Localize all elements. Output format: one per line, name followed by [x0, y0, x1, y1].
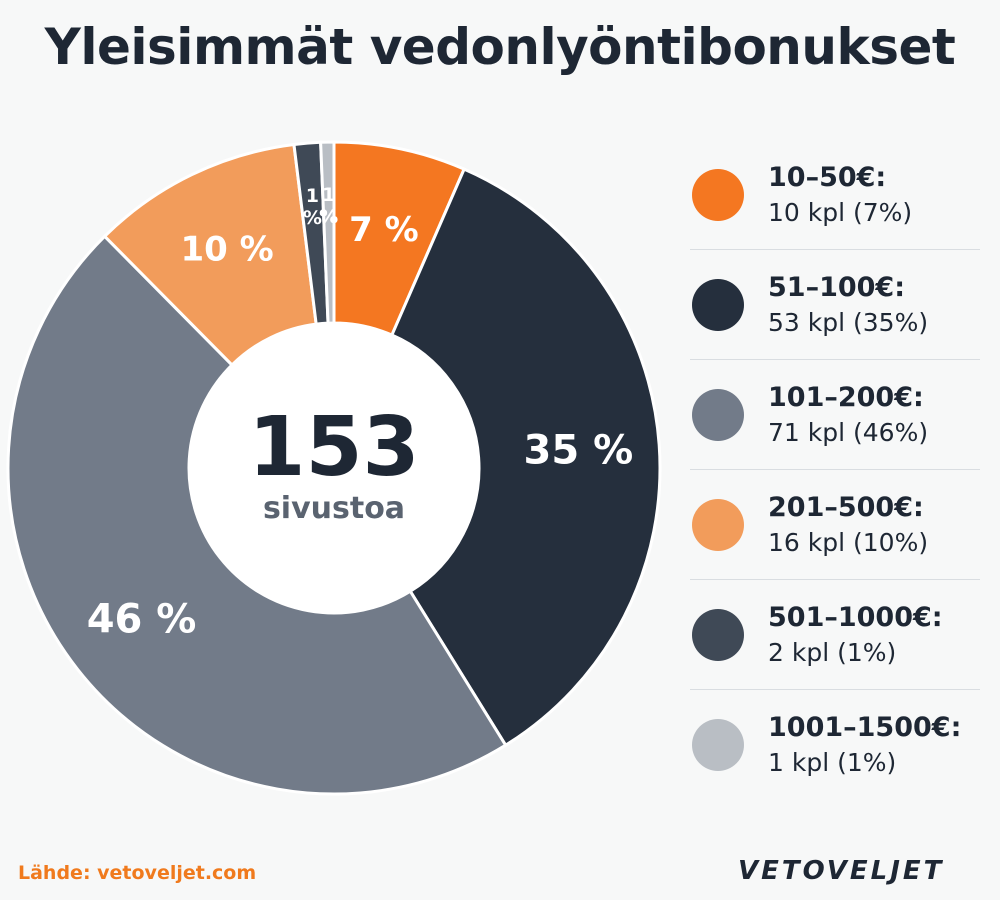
legend-range: 1001–1500€:: [768, 712, 962, 743]
legend-item: 10–50€: 10 kpl (7%): [690, 140, 980, 250]
legend-swatch: [692, 388, 744, 441]
center-label: sivustoa: [263, 491, 405, 526]
legend-range: 10–50€:: [768, 161, 887, 193]
legend-text: 201–500€: 16 kpl (10%): [768, 490, 928, 560]
legend-count: 10 kpl (7%): [768, 197, 913, 227]
source-note: Lähde: vetoveljet.com: [18, 862, 257, 884]
slices-layer: [6, 140, 662, 796]
legend-range: 51–100€:: [768, 271, 906, 303]
donut-hole: [189, 323, 479, 613]
center-total: 153: [248, 400, 419, 495]
slice-label: 1%: [319, 184, 338, 228]
legend-count: 71 kpl (46%): [768, 417, 929, 447]
legend-item: 101–200€: 71 kpl (46%): [690, 360, 980, 470]
slice-labels-layer: 7 % 35 % 46 % 10 % 1 %1%: [87, 184, 633, 643]
legend-text: 10–50€: 10 kpl (7%): [768, 160, 912, 230]
chart-title: Yleisimmät vedonlyöntibonukset: [44, 18, 956, 76]
legend-text: 51–100€: 53 kpl (35%): [768, 270, 928, 340]
legend-item: 1001–1500€: 1 kpl (1%): [690, 690, 980, 800]
legend-text: 501–1000€: 2 kpl (1%): [768, 600, 943, 670]
legend-swatch: [692, 498, 744, 551]
legend-item: 501–1000€: 2 kpl (1%): [690, 580, 980, 690]
legend-range: 501–1000€:: [768, 601, 943, 633]
legend-swatch: [692, 278, 744, 331]
legend: 10–50€: 10 kpl (7%) 51–100€: 53 kpl (35%…: [690, 140, 980, 800]
slice-label: 46 %: [87, 597, 197, 643]
legend-swatch: [692, 608, 744, 661]
legend-count: 2 kpl (1%): [768, 637, 897, 667]
legend-count: 1 kpl (1%): [768, 748, 897, 777]
slice-label: 10 %: [180, 230, 273, 270]
legend-text: 101–200€: 71 kpl (46%): [768, 380, 928, 450]
legend-swatch: [692, 168, 744, 221]
legend-item: 201–500€: 16 kpl (10%): [690, 470, 980, 580]
legend-count: 53 kpl (35%): [768, 307, 929, 337]
legend-range: 201–500€:: [768, 491, 924, 523]
legend-item: 51–100€: 53 kpl (35%): [690, 250, 980, 360]
brand-logo: VETOVELJET: [738, 856, 945, 886]
legend-count: 16 kpl (10%): [768, 527, 929, 557]
legend-range: 101–200€:: [768, 381, 924, 413]
legend-text: 1001–1500€: 1 kpl (1%): [768, 710, 961, 780]
slice-label: 35 %: [524, 427, 634, 473]
legend-swatch: [692, 719, 744, 771]
slice-label: 7 %: [349, 210, 419, 250]
slice-label: 1%: [303, 185, 322, 229]
